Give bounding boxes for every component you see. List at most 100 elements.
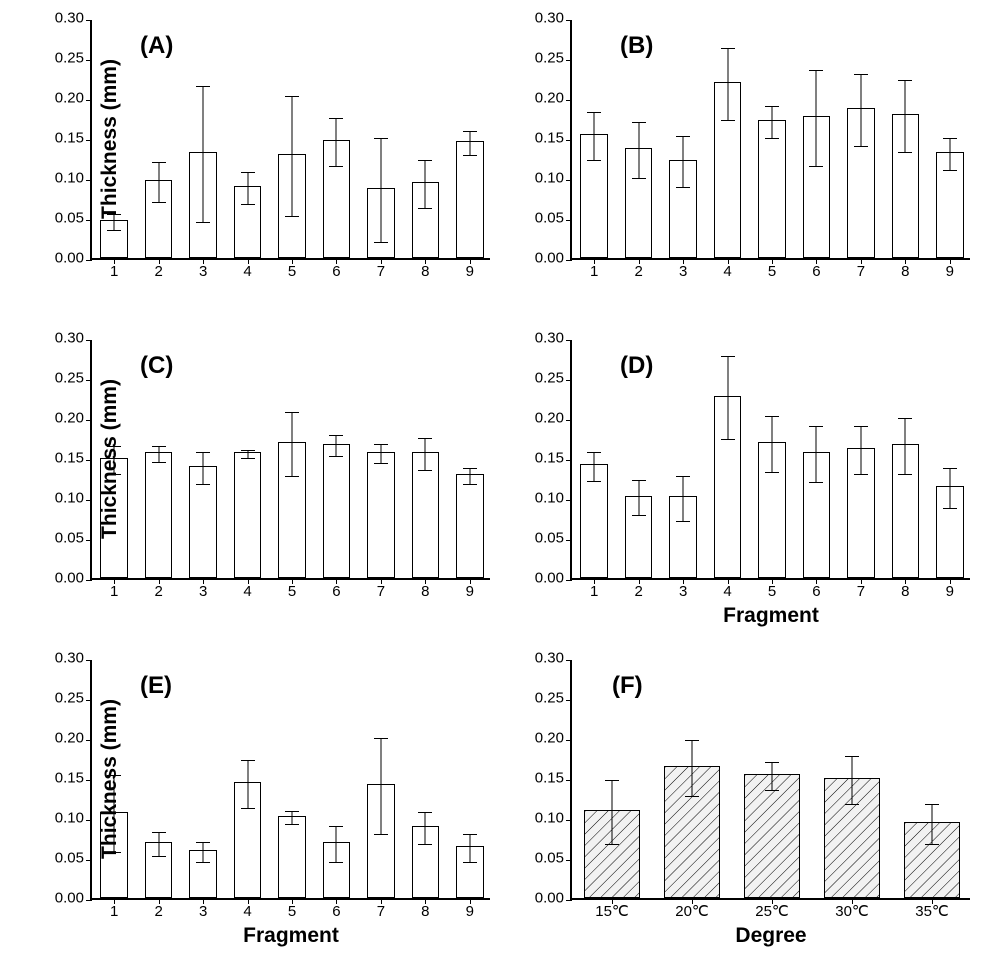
- error-bar-cap: [285, 96, 299, 97]
- x-tick-label: 4: [723, 258, 731, 279]
- error-bar-cap: [374, 463, 388, 464]
- x-tick-label: 6: [332, 258, 340, 279]
- error-bar: [336, 435, 337, 456]
- error-bar-cap: [898, 152, 912, 153]
- error-bar: [247, 450, 248, 458]
- panel-F: 0.000.050.100.150.200.250.3015℃20℃25℃30℃…: [570, 660, 970, 900]
- error-bar-cap: [587, 481, 601, 482]
- error-bar: [292, 96, 293, 216]
- error-bar: [727, 356, 728, 439]
- error-bar: [158, 446, 159, 462]
- error-bar-cap: [418, 844, 432, 845]
- error-bar-cap: [943, 468, 957, 469]
- error-bar-cap: [605, 780, 619, 781]
- plot-area: 0.000.050.100.150.200.250.30123456789Thi…: [90, 340, 490, 580]
- error-bar-cap: [463, 468, 477, 469]
- x-tick-label: 2: [154, 578, 162, 599]
- y-tick-label: 0.15: [55, 451, 92, 466]
- y-tick-label: 0.05: [535, 851, 572, 866]
- y-tick-label: 0.05: [55, 531, 92, 546]
- y-tick-label: 0.25: [55, 51, 92, 66]
- error-bar: [852, 756, 853, 804]
- x-tick-label: 3: [199, 578, 207, 599]
- error-bar-cap: [845, 756, 859, 757]
- x-tick-label: 5: [288, 578, 296, 599]
- y-tick-label: 0.20: [535, 91, 572, 106]
- error-bar-cap: [374, 242, 388, 243]
- y-tick-label: 0.00: [535, 251, 572, 266]
- y-tick-label: 0.30: [55, 331, 92, 346]
- error-bar-cap: [632, 178, 646, 179]
- x-tick-label: 2: [634, 578, 642, 599]
- error-bar-cap: [809, 166, 823, 167]
- error-bar-cap: [854, 74, 868, 75]
- plot-area: 0.000.050.100.150.200.250.30123456789Fra…: [570, 340, 970, 580]
- x-tick-label: 9: [466, 578, 474, 599]
- error-bar: [336, 118, 337, 166]
- error-bar-cap: [418, 208, 432, 209]
- y-tick-label: 0.15: [535, 451, 572, 466]
- bar: [323, 444, 351, 578]
- error-bar-cap: [898, 474, 912, 475]
- y-tick-label: 0.20: [535, 411, 572, 426]
- x-tick-label: 15℃: [595, 898, 629, 919]
- y-tick-label: 0.20: [535, 731, 572, 746]
- error-bar-cap: [943, 508, 957, 509]
- error-bar-cap: [241, 204, 255, 205]
- error-bar-cap: [418, 160, 432, 161]
- error-bar-cap: [241, 808, 255, 809]
- y-tick-label: 0.25: [55, 691, 92, 706]
- y-tick-label: 0.05: [535, 211, 572, 226]
- error-bar-cap: [285, 476, 299, 477]
- error-bar-cap: [676, 476, 690, 477]
- error-bar-cap: [854, 146, 868, 147]
- bar: [758, 120, 786, 258]
- bar: [456, 474, 484, 578]
- figure: 0.000.050.100.150.200.250.30123456789Thi…: [0, 0, 1006, 954]
- x-tick-label: 9: [466, 898, 474, 919]
- y-tick-label: 0.20: [55, 411, 92, 426]
- error-bar-cap: [721, 356, 735, 357]
- panel-tag: (C): [140, 352, 173, 380]
- x-tick-label: 3: [199, 898, 207, 919]
- x-tick-label: 9: [946, 258, 954, 279]
- x-tick-label: 2: [154, 898, 162, 919]
- y-tick-label: 0.10: [55, 171, 92, 186]
- error-bar-cap: [418, 470, 432, 471]
- error-bar-cap: [463, 834, 477, 835]
- error-bar: [469, 834, 470, 863]
- y-axis-label: Thickness (mm): [98, 379, 122, 539]
- y-tick-label: 0.05: [55, 851, 92, 866]
- y-tick-label: 0.25: [535, 51, 572, 66]
- error-bar: [932, 804, 933, 844]
- error-bar: [612, 780, 613, 844]
- error-bar-cap: [925, 844, 939, 845]
- x-tick-label: 8: [421, 578, 429, 599]
- y-tick-label: 0.30: [55, 11, 92, 26]
- x-tick-label: 9: [946, 578, 954, 599]
- error-bar: [949, 468, 950, 508]
- error-bar: [292, 811, 293, 824]
- x-tick-label: 6: [332, 578, 340, 599]
- error-bar: [203, 86, 204, 222]
- error-bar-cap: [898, 418, 912, 419]
- error-bar: [469, 131, 470, 155]
- error-bar: [425, 160, 426, 208]
- error-bar-cap: [765, 416, 779, 417]
- error-bar: [727, 48, 728, 120]
- error-bar-cap: [632, 122, 646, 123]
- x-tick-label: 8: [421, 258, 429, 279]
- error-bar: [336, 826, 337, 861]
- x-tick-label: 3: [679, 578, 687, 599]
- error-bar: [860, 426, 861, 474]
- error-bar-cap: [241, 450, 255, 451]
- panel-tag: (A): [140, 32, 173, 60]
- error-bar-cap: [374, 138, 388, 139]
- error-bar-cap: [196, 222, 210, 223]
- bar: [145, 452, 173, 578]
- error-bar-cap: [152, 162, 166, 163]
- plot-area: 0.000.050.100.150.200.250.30123456789Thi…: [90, 660, 490, 900]
- x-tick-label: 1: [110, 898, 118, 919]
- error-bar-cap: [685, 796, 699, 797]
- error-bar-cap: [809, 426, 823, 427]
